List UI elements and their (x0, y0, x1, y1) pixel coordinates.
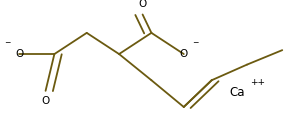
Text: O: O (180, 49, 188, 59)
Text: −: − (192, 38, 199, 47)
Text: O: O (15, 49, 23, 59)
Text: Ca: Ca (229, 86, 245, 99)
Text: O: O (138, 0, 147, 9)
Text: O: O (41, 96, 50, 106)
Text: −: − (4, 38, 11, 47)
Text: ++: ++ (250, 78, 265, 87)
